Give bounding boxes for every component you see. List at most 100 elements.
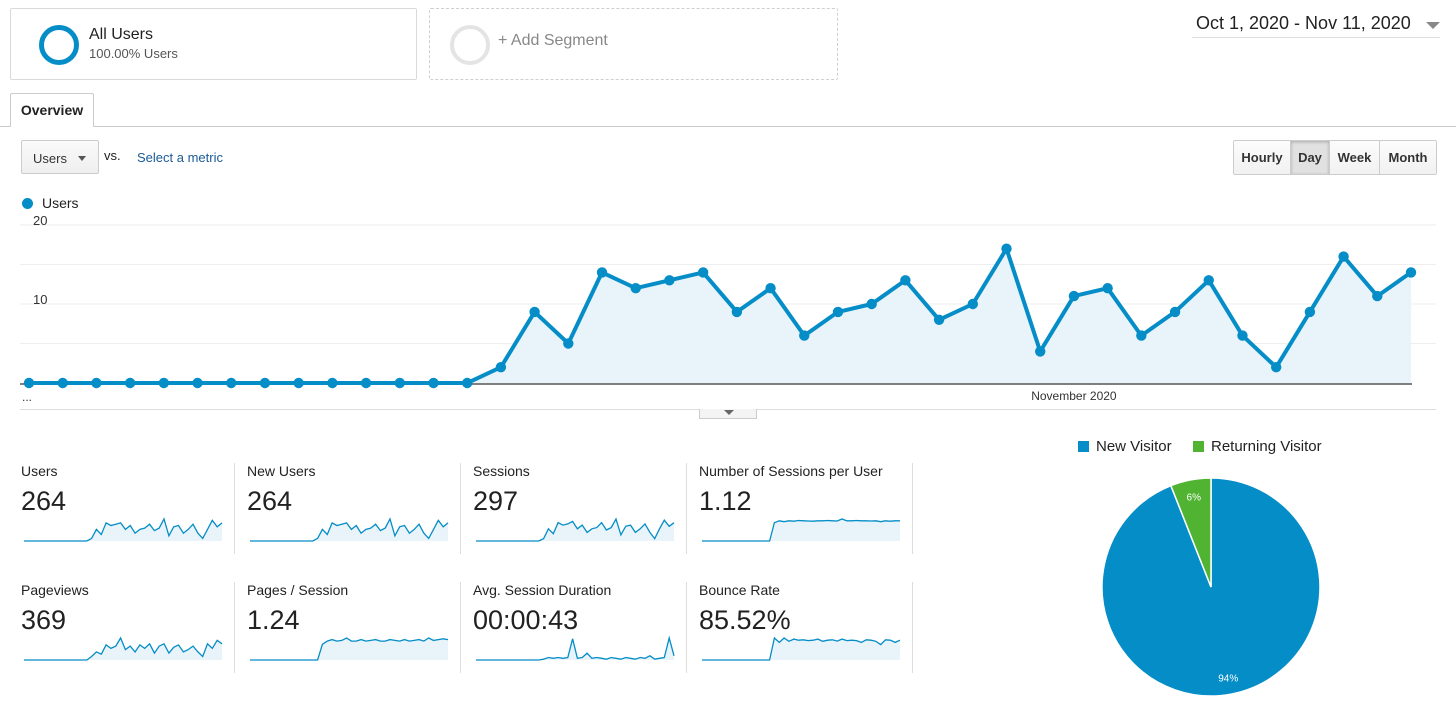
sparkline-area [702,638,900,660]
data-point[interactable] [1068,290,1080,302]
sparkline-line [250,637,449,661]
sparkline-area [476,519,674,541]
visitor-type-pie-chart[interactable]: 94% 6% [1100,476,1324,700]
date-range-picker[interactable]: Oct 1, 2020 - Nov 11, 2020 [1192,10,1440,38]
metric-tile[interactable]: Users 264 [21,463,247,555]
metric-label: Bounce Rate [699,582,780,598]
data-point[interactable] [158,377,170,389]
data-point[interactable] [900,275,911,286]
pie-slice[interactable] [1169,477,1212,588]
metric-value: 85.52% [699,605,791,635]
tile-divider [686,463,687,554]
data-point[interactable] [461,377,473,389]
pie-slice-label: 94% [1218,673,1238,684]
metric-label: Users [21,463,58,479]
data-point[interactable] [1102,283,1113,294]
sparkline [476,635,675,661]
data-point[interactable] [495,362,507,373]
data-point[interactable] [226,377,237,389]
tile-divider [234,463,235,554]
data-point[interactable] [1338,251,1349,262]
data-point[interactable] [259,377,271,389]
metric-tile[interactable]: Avg. Session Duration 00:00:43 [473,582,699,674]
metric-tile[interactable]: Pages / Session 1.24 [247,582,473,674]
returning-visitor-swatch [1193,441,1204,452]
data-point[interactable] [529,306,540,318]
y-tick-label: 10 [33,292,47,307]
data-point[interactable] [57,377,68,389]
data-point[interactable] [428,377,439,389]
tile-divider [912,463,913,554]
data-point[interactable] [596,267,608,278]
data-point[interactable] [1304,306,1316,318]
data-point[interactable] [1035,346,1046,357]
segment-all-users[interactable]: All Users 100.00% Users [10,8,417,80]
x-tick-label: November 2020 [1031,389,1117,403]
data-point[interactable] [1203,275,1214,286]
data-point[interactable] [394,377,405,389]
segment-title: All Users [89,26,154,43]
data-point[interactable] [91,377,102,389]
data-point[interactable] [563,338,574,349]
tab-bar-divider [0,126,1456,127]
metric-tile[interactable]: Bounce Rate 85.52% [699,582,925,674]
data-point[interactable] [360,377,372,389]
granularity-week-button[interactable]: Week [1330,141,1380,174]
metric-value: 264 [247,486,293,516]
sparkline-line [476,635,675,661]
sparkline-line [250,517,449,542]
data-point[interactable] [1136,330,1147,341]
users-line-chart[interactable]: 10 20 November 2020... [0,215,1456,409]
data-point[interactable] [1001,243,1012,254]
data-point[interactable] [1237,330,1248,341]
data-point[interactable] [866,298,877,310]
granularity-month-button[interactable]: Month [1380,141,1436,174]
data-point[interactable] [124,377,136,389]
granularity-hourly-button[interactable]: Hourly [1234,141,1291,174]
data-point[interactable] [293,377,304,389]
granularity-day-button[interactable]: Day [1291,141,1330,174]
sparkline-line [24,517,223,542]
metric-dropdown-value: Users [33,151,67,166]
metric-value: 369 [21,605,67,635]
metric-tile[interactable]: New Users 264 [247,463,473,555]
data-point[interactable] [664,275,675,286]
metric-label: Pages / Session [247,582,349,598]
sparkline-area [24,638,222,660]
data-point[interactable] [731,306,743,318]
metric-tile[interactable]: Pageviews 369 [21,582,247,674]
sparkline-line [24,636,223,661]
data-point[interactable] [327,377,338,389]
tile-divider [460,582,461,673]
data-point[interactable] [697,267,709,278]
chart-collapse-handle[interactable] [699,409,757,419]
tab-overview[interactable]: Overview [10,93,94,127]
add-segment-button[interactable]: + Add Segment [429,8,838,80]
metric-dropdown[interactable]: Users [21,140,99,174]
data-point[interactable] [765,283,776,294]
data-point[interactable] [1372,290,1383,302]
data-point[interactable] [1405,267,1417,278]
series-area [29,248,1411,383]
chevron-down-icon [1426,22,1440,29]
data-point[interactable] [1169,306,1181,318]
series-line [29,246,1413,385]
metric-tile[interactable]: Number of Sessions per User 1.12 [699,463,925,555]
data-point[interactable] [23,377,35,389]
select-metric-link[interactable]: Select a metric [137,150,223,165]
sparkline-line [702,636,901,661]
data-point[interactable] [967,298,979,310]
sparkline-area [250,519,448,541]
data-point[interactable] [832,306,844,318]
metric-value: 297 [473,486,519,516]
metric-tile[interactable]: Sessions 297 [473,463,699,555]
data-point[interactable] [192,377,203,389]
new-visitor-swatch [1078,441,1089,452]
data-point[interactable] [933,314,945,325]
pie-legend-label: New Visitor [1096,438,1172,455]
data-point[interactable] [799,330,810,341]
data-point[interactable] [1270,362,1282,373]
sparkline [476,517,675,542]
sparkline [250,517,449,542]
data-point[interactable] [630,283,641,294]
